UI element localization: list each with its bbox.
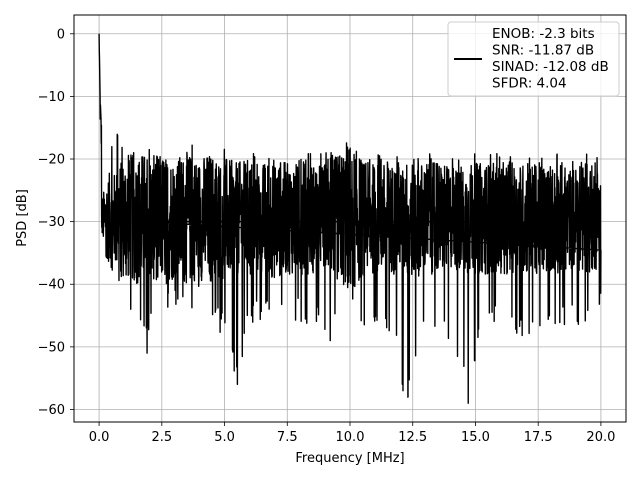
x-tick-label: 20.0 — [586, 430, 615, 445]
y-tick-label: −60 — [38, 403, 65, 418]
y-tick-label: −20 — [38, 153, 65, 168]
y-axis: 0 −10 −20 −30 −40 −50 −60 — [38, 27, 74, 418]
psd-line — [98, 33, 602, 404]
x-axis-label: Frequency [MHz] — [295, 451, 404, 466]
x-tick-label: 10.0 — [336, 430, 365, 445]
legend-entry-line: SINAD: -12.08 dB — [492, 59, 609, 75]
x-tick-label: 2.5 — [151, 430, 172, 445]
y-axis-label: PSD [dB] — [15, 189, 30, 247]
y-tick-label: 0 — [57, 27, 65, 42]
x-tick-label: 0.0 — [89, 430, 110, 445]
x-tick-label: 7.5 — [277, 430, 298, 445]
legend-entry-line: SFDR: 4.04 — [492, 76, 567, 92]
legend-entry: ENOB: -2.3 bits SNR: -11.87 dB SINAD: -12.… — [492, 26, 609, 92]
legend-entry-line: SNR: -11.87 dB — [492, 43, 594, 59]
y-tick-label: −50 — [38, 340, 65, 355]
legend: ENOB: -2.3 bits SNR: -11.87 dB SINAD: -12.… — [447, 21, 620, 97]
psd-line-series — [98, 33, 602, 404]
legend-entry-line: ENOB: -2.3 bits — [492, 26, 595, 42]
legend-box — [447, 21, 620, 97]
y-tick-label: −40 — [38, 278, 65, 293]
x-tick-label: 17.5 — [524, 430, 553, 445]
x-axis: 0.0 2.5 5.0 7.5 10.0 12.5 15.0 17.5 20.0 — [89, 422, 615, 445]
y-tick-label: −30 — [38, 215, 65, 230]
x-tick-label: 15.0 — [461, 430, 490, 445]
x-tick-label: 5.0 — [214, 430, 235, 445]
x-tick-label: 12.5 — [398, 430, 427, 445]
y-tick-label: −10 — [38, 90, 65, 105]
